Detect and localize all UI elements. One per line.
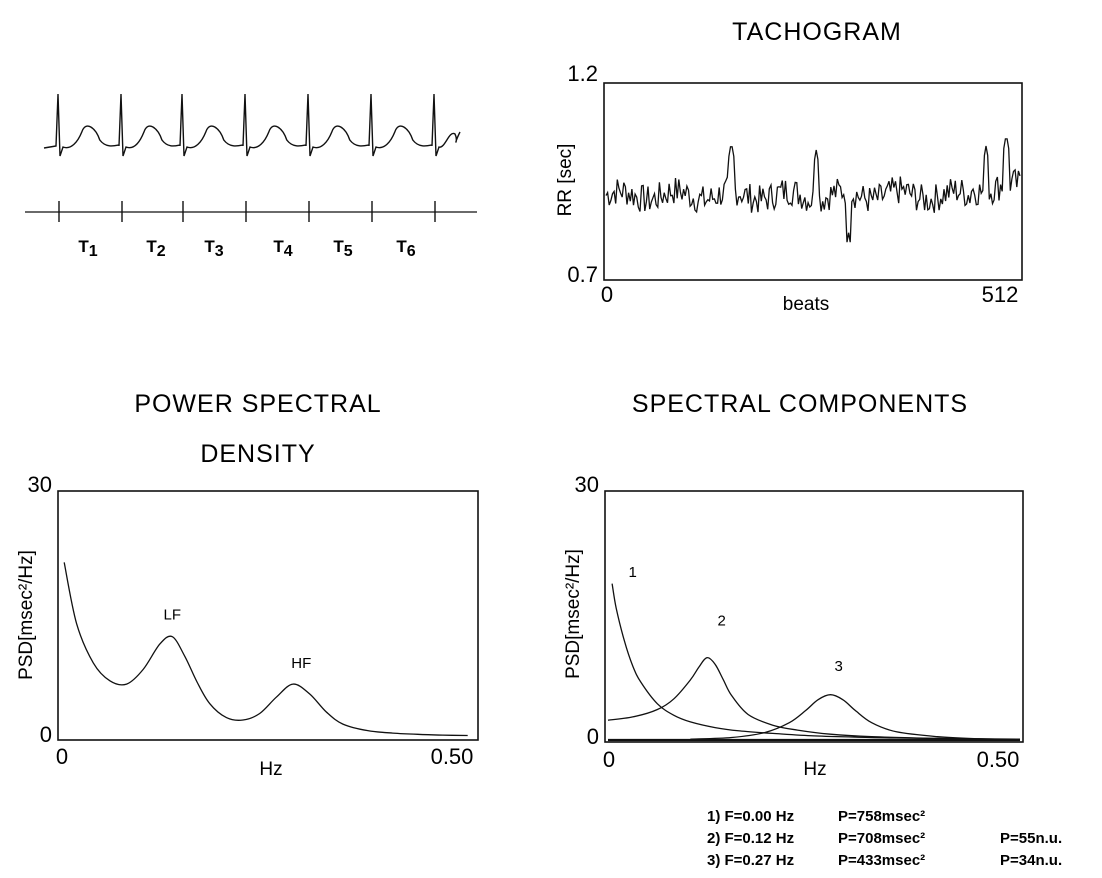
components-panel: SPECTRAL COMPONENTS 30 0 0 0.50 Hz PSD[m… bbox=[563, 390, 1024, 780]
tachogram-xtick-right: 512 bbox=[982, 282, 1019, 307]
components-xlabel: Hz bbox=[803, 759, 826, 780]
component-label: 2 bbox=[718, 613, 726, 630]
legend-row-2-power: P=708msec² bbox=[838, 830, 925, 847]
components-xtick-right: 0.50 bbox=[977, 747, 1020, 772]
components-frame bbox=[604, 490, 1024, 743]
components-ylabel: PSD[msec²/Hz] bbox=[563, 549, 584, 679]
component-2-series bbox=[607, 657, 1021, 740]
ecg-panel: T1 T2 T3 T4 T5 T6 bbox=[25, 93, 477, 260]
ecg-trace bbox=[43, 93, 461, 157]
rr-interval-label: T1 bbox=[78, 237, 97, 260]
psd-ytick-top: 30 bbox=[28, 472, 52, 497]
components-ytick-bottom: 0 bbox=[587, 724, 599, 749]
psd-title-line1: POWER SPECTRAL bbox=[134, 390, 381, 418]
tachogram-ytick-bottom: 0.7 bbox=[567, 262, 598, 287]
psd-panel: POWER SPECTRAL DENSITY 30 0 0 0.50 Hz PS… bbox=[16, 390, 479, 780]
components-title: SPECTRAL COMPONENTS bbox=[632, 390, 968, 418]
legend-row-1-power: P=758msec² bbox=[838, 808, 925, 825]
tachogram-panel: TACHOGRAM 1.2 0.7 0 512 beats RR [sec] bbox=[555, 18, 1023, 315]
component-3-series bbox=[690, 694, 1021, 741]
components-legend: 1) F=0.00 Hz P=758msec² 2) F=0.12 Hz P=7… bbox=[707, 808, 1062, 869]
rr-interval-label: T5 bbox=[333, 237, 352, 260]
tachogram-xlabel: beats bbox=[783, 294, 829, 315]
psd-xtick-right: 0.50 bbox=[431, 744, 474, 769]
psd-title-line2: DENSITY bbox=[200, 440, 315, 468]
psd-xlabel: Hz bbox=[259, 759, 282, 780]
psd-annotations: LF HF bbox=[164, 607, 312, 672]
component-label: 3 bbox=[835, 658, 843, 675]
psd-xtick-left: 0 bbox=[56, 744, 68, 769]
rr-ticks bbox=[58, 201, 436, 222]
legend-row-3-power: P=433msec² bbox=[838, 852, 925, 869]
tachogram-xtick-left: 0 bbox=[601, 282, 613, 307]
psd-peak-label: LF bbox=[164, 607, 182, 624]
legend-row-1-label: 1) F=0.00 Hz bbox=[707, 808, 794, 825]
legend-row-2-label: 2) F=0.12 Hz bbox=[707, 830, 794, 847]
tachogram-frame bbox=[603, 82, 1023, 281]
components-annotations: 1 2 3 bbox=[629, 564, 843, 675]
tachogram-series bbox=[605, 138, 1021, 243]
psd-peak-label: HF bbox=[291, 655, 311, 672]
psd-frame bbox=[57, 490, 479, 741]
rr-interval-label: T4 bbox=[273, 237, 292, 260]
legend-row-2-nu: P=55n.u. bbox=[1000, 830, 1062, 847]
rr-interval-labels: T1 T2 T3 T4 T5 T6 bbox=[78, 237, 415, 260]
rr-interval-label: T6 bbox=[396, 237, 415, 260]
rr-interval-label: T2 bbox=[146, 237, 165, 260]
components-ytick-top: 30 bbox=[575, 472, 599, 497]
rr-interval-label: T3 bbox=[204, 237, 223, 260]
psd-ylabel: PSD[msec²/Hz] bbox=[16, 550, 37, 680]
tachogram-title: TACHOGRAM bbox=[732, 18, 902, 46]
component-1-series bbox=[611, 583, 1021, 740]
components-series bbox=[607, 583, 1021, 742]
psd-series bbox=[63, 562, 468, 737]
component-label: 1 bbox=[629, 564, 637, 581]
tachogram-ytick-top: 1.2 bbox=[567, 61, 598, 86]
legend-row-3-nu: P=34n.u. bbox=[1000, 852, 1062, 869]
components-xtick-left: 0 bbox=[603, 747, 615, 772]
tachogram-ylabel: RR [sec] bbox=[555, 144, 576, 217]
psd-ytick-bottom: 0 bbox=[40, 722, 52, 747]
legend-row-3-label: 3) F=0.27 Hz bbox=[707, 852, 794, 869]
